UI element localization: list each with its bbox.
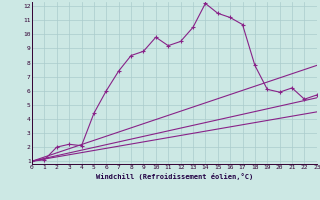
X-axis label: Windchill (Refroidissement éolien,°C): Windchill (Refroidissement éolien,°C): [96, 173, 253, 180]
